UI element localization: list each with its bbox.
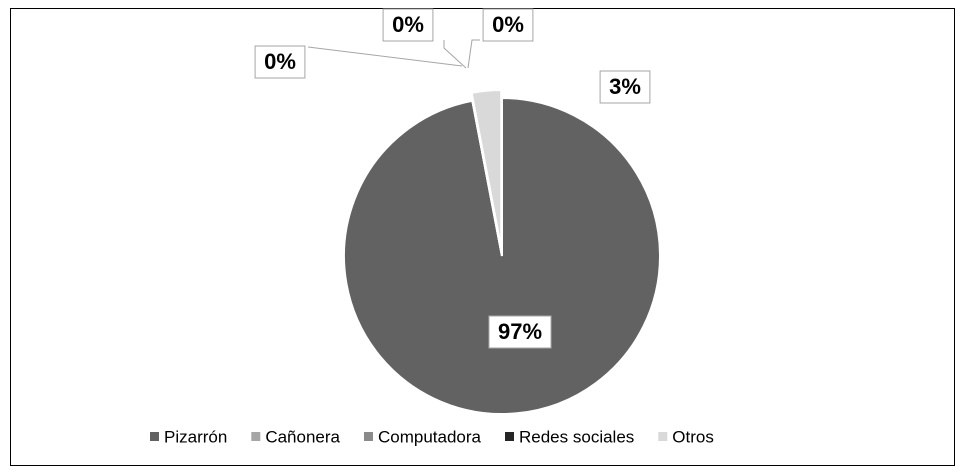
data-label: 0% — [392, 12, 424, 37]
data-label-box — [488, 315, 552, 349]
leader-lines — [307, 39, 480, 69]
legend-label: Computadora — [378, 427, 482, 446]
data-label-box — [254, 45, 306, 79]
legend-marker — [150, 432, 159, 441]
legend-label: Otros — [672, 427, 714, 446]
pie-slice — [470, 89, 503, 249]
legend-label: Pizarrón — [164, 427, 227, 446]
legend-label: Cañonera — [265, 427, 340, 446]
data-label-box — [482, 8, 534, 42]
data-label: 97% — [498, 319, 542, 344]
data-label-box — [382, 8, 434, 42]
leader-line — [307, 46, 463, 67]
data-label: 0% — [492, 12, 524, 37]
data-label-box — [599, 70, 651, 104]
legend-label: Redes sociales — [519, 427, 634, 446]
legend-marker — [658, 432, 668, 441]
data-label: 0% — [264, 49, 296, 74]
legend-marker — [505, 432, 514, 441]
leader-line — [467, 39, 480, 69]
data-label: 3% — [609, 74, 641, 99]
legend-marker — [251, 432, 261, 441]
legend-marker — [363, 432, 373, 441]
leader-line — [443, 40, 467, 69]
